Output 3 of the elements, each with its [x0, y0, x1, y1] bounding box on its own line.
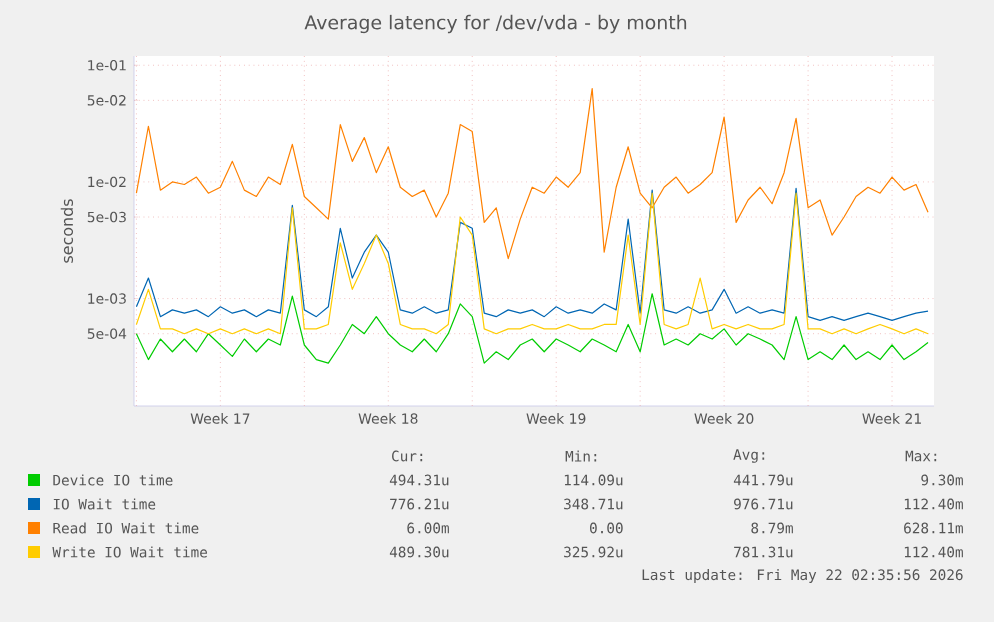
- chart-title: Average latency for /dev/vda - by month: [304, 14, 687, 34]
- line-series: [135, 293, 929, 364]
- line-series: [135, 88, 929, 260]
